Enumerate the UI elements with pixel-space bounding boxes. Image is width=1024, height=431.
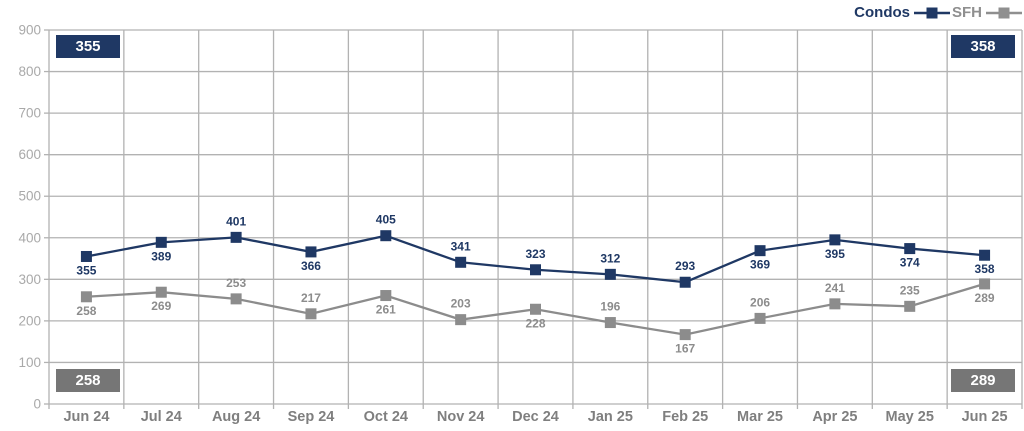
data-point-marker-condos [305, 246, 317, 258]
legend-label-sfh: SFH [952, 4, 982, 21]
data-point-label: 293 [675, 259, 695, 273]
data-point-marker-condos [754, 245, 766, 257]
y-axis-label: 900 [18, 23, 41, 38]
y-axis-label: 0 [33, 397, 41, 412]
badge-sfh-first: 258 [56, 369, 120, 392]
data-point-label: 206 [750, 295, 770, 309]
data-point-label: 196 [600, 300, 620, 314]
legend-marker-condos-icon [914, 7, 950, 18]
data-point-marker-condos [979, 249, 991, 261]
legend-marker-sfh-icon [986, 7, 1022, 18]
data-point-marker-sfh [679, 329, 691, 341]
x-axis-label: May 25 [886, 409, 934, 425]
legend-label-condos: Condos [854, 4, 910, 21]
legend: Condos SFH [854, 4, 1022, 21]
data-point-label: 217 [301, 291, 321, 305]
data-point-marker-sfh [530, 303, 541, 315]
data-point-label: 203 [451, 297, 471, 311]
data-point-marker-condos [530, 264, 541, 276]
data-point-marker-sfh [754, 312, 766, 324]
data-point-marker-condos [80, 250, 92, 262]
x-axis-label: Dec 24 [512, 409, 559, 425]
legend-item-condos: Condos [854, 4, 950, 21]
data-point-marker-condos [455, 256, 467, 268]
data-point-label: 341 [451, 239, 471, 253]
y-axis-label: 400 [18, 230, 41, 245]
x-axis-label: Jun 24 [63, 409, 109, 425]
x-axis-label: Aug 24 [212, 409, 260, 425]
y-axis-label: 200 [18, 313, 41, 328]
y-axis-label: 100 [18, 355, 41, 370]
data-point-label: 395 [825, 247, 845, 261]
data-point-label: 355 [76, 263, 96, 277]
data-point-marker-condos [604, 268, 616, 280]
legend-item-sfh: SFH [952, 4, 1022, 21]
data-point-label: 228 [525, 316, 545, 330]
y-axis-label: 300 [18, 272, 41, 287]
data-point-marker-condos [155, 236, 167, 248]
x-axis-label: Sep 24 [288, 409, 335, 425]
data-point-marker-sfh [305, 308, 317, 320]
data-point-marker-sfh [80, 291, 92, 303]
data-point-label: 323 [525, 247, 545, 261]
data-point-marker-sfh [455, 314, 467, 326]
x-axis-label: Oct 24 [364, 409, 408, 425]
data-point-label: 167 [675, 342, 695, 356]
data-point-marker-condos [230, 231, 242, 243]
x-axis-label: Nov 24 [437, 409, 485, 425]
badge-sfh-last: 289 [951, 369, 1015, 392]
data-point-marker-condos [380, 230, 392, 242]
badge-condos-first: 355 [56, 35, 120, 58]
data-point-marker-sfh [380, 290, 392, 302]
y-axis-label: 500 [18, 189, 41, 204]
data-point-marker-condos [679, 276, 691, 288]
data-point-label: 401 [226, 214, 246, 228]
x-axis-label: Feb 25 [662, 409, 708, 425]
data-point-marker-sfh [829, 298, 841, 310]
x-axis-label: Mar 25 [737, 409, 783, 425]
y-axis-label: 700 [18, 106, 41, 121]
data-point-label: 312 [600, 251, 620, 265]
x-axis-label: Jun 25 [962, 409, 1008, 425]
data-point-label: 241 [825, 281, 845, 295]
data-point-marker-sfh [904, 300, 916, 312]
badge-condos-last: 358 [951, 35, 1015, 58]
y-axis-label: 600 [18, 147, 41, 162]
data-point-marker-condos [904, 243, 916, 255]
data-point-label: 366 [301, 259, 321, 273]
data-point-marker-sfh [230, 293, 242, 305]
data-point-label: 261 [376, 303, 396, 317]
data-point-label: 374 [900, 256, 920, 270]
data-point-label: 289 [975, 291, 995, 305]
x-axis-label: Jan 25 [588, 409, 633, 425]
data-point-label: 235 [900, 283, 920, 297]
y-axis-label: 800 [18, 64, 41, 79]
data-point-label: 358 [975, 262, 995, 276]
data-point-label: 389 [151, 249, 171, 263]
data-point-marker-condos [829, 234, 841, 246]
data-point-marker-sfh [604, 317, 616, 329]
data-point-marker-sfh [979, 278, 991, 290]
data-point-marker-sfh [155, 286, 167, 298]
data-point-label: 253 [226, 276, 246, 290]
data-point-label: 405 [376, 213, 396, 227]
data-point-label: 269 [151, 299, 171, 313]
data-point-label: 258 [76, 304, 96, 318]
x-axis-label: Jul 24 [141, 409, 182, 425]
data-point-label: 369 [750, 258, 770, 272]
x-axis-label: Apr 25 [812, 409, 857, 425]
